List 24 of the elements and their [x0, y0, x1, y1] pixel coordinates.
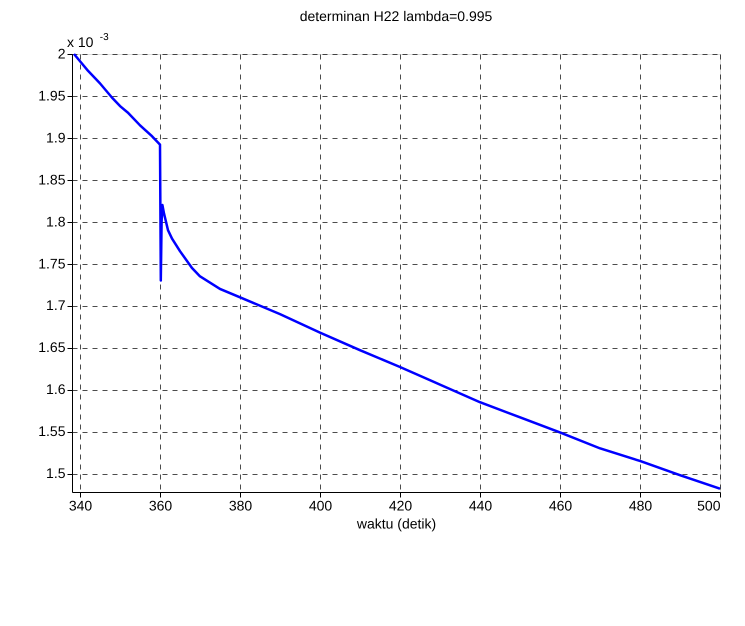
- x-tick-label: 400: [308, 498, 332, 514]
- y-tick-label: 2: [58, 46, 66, 62]
- x-tick-label: 500: [697, 498, 721, 514]
- y-tick-label: 1.75: [38, 255, 66, 272]
- y-tick-label: 1.9: [46, 129, 66, 146]
- x-tick-label: 440: [468, 498, 492, 514]
- x-tick-label: 480: [628, 498, 652, 514]
- y-tick-label: 1.55: [38, 423, 66, 440]
- y-tick-label: 1.7: [46, 297, 66, 314]
- y-tick-label: 1.8: [46, 213, 66, 230]
- y-tick-label: 1.65: [38, 339, 66, 356]
- y-tick-label: 1.5: [46, 465, 66, 482]
- y-tick-label: 1.6: [46, 381, 66, 398]
- line-series: [72, 52, 722, 490]
- x-tick-label: 420: [388, 498, 412, 514]
- x-axis-title: waktu (detik): [356, 516, 436, 532]
- text: x 10-3: [67, 32, 110, 50]
- x-tick-label: 460: [548, 498, 572, 514]
- x-tick-label: 360: [148, 498, 172, 514]
- y-tick-label: 1.85: [38, 171, 66, 188]
- x-tick-label: 380: [228, 498, 252, 514]
- x-tick-label: 340: [68, 498, 92, 514]
- chart-title: determinan H22 lambda=0.995: [300, 8, 493, 24]
- y-tick-label: 1.95: [38, 87, 66, 104]
